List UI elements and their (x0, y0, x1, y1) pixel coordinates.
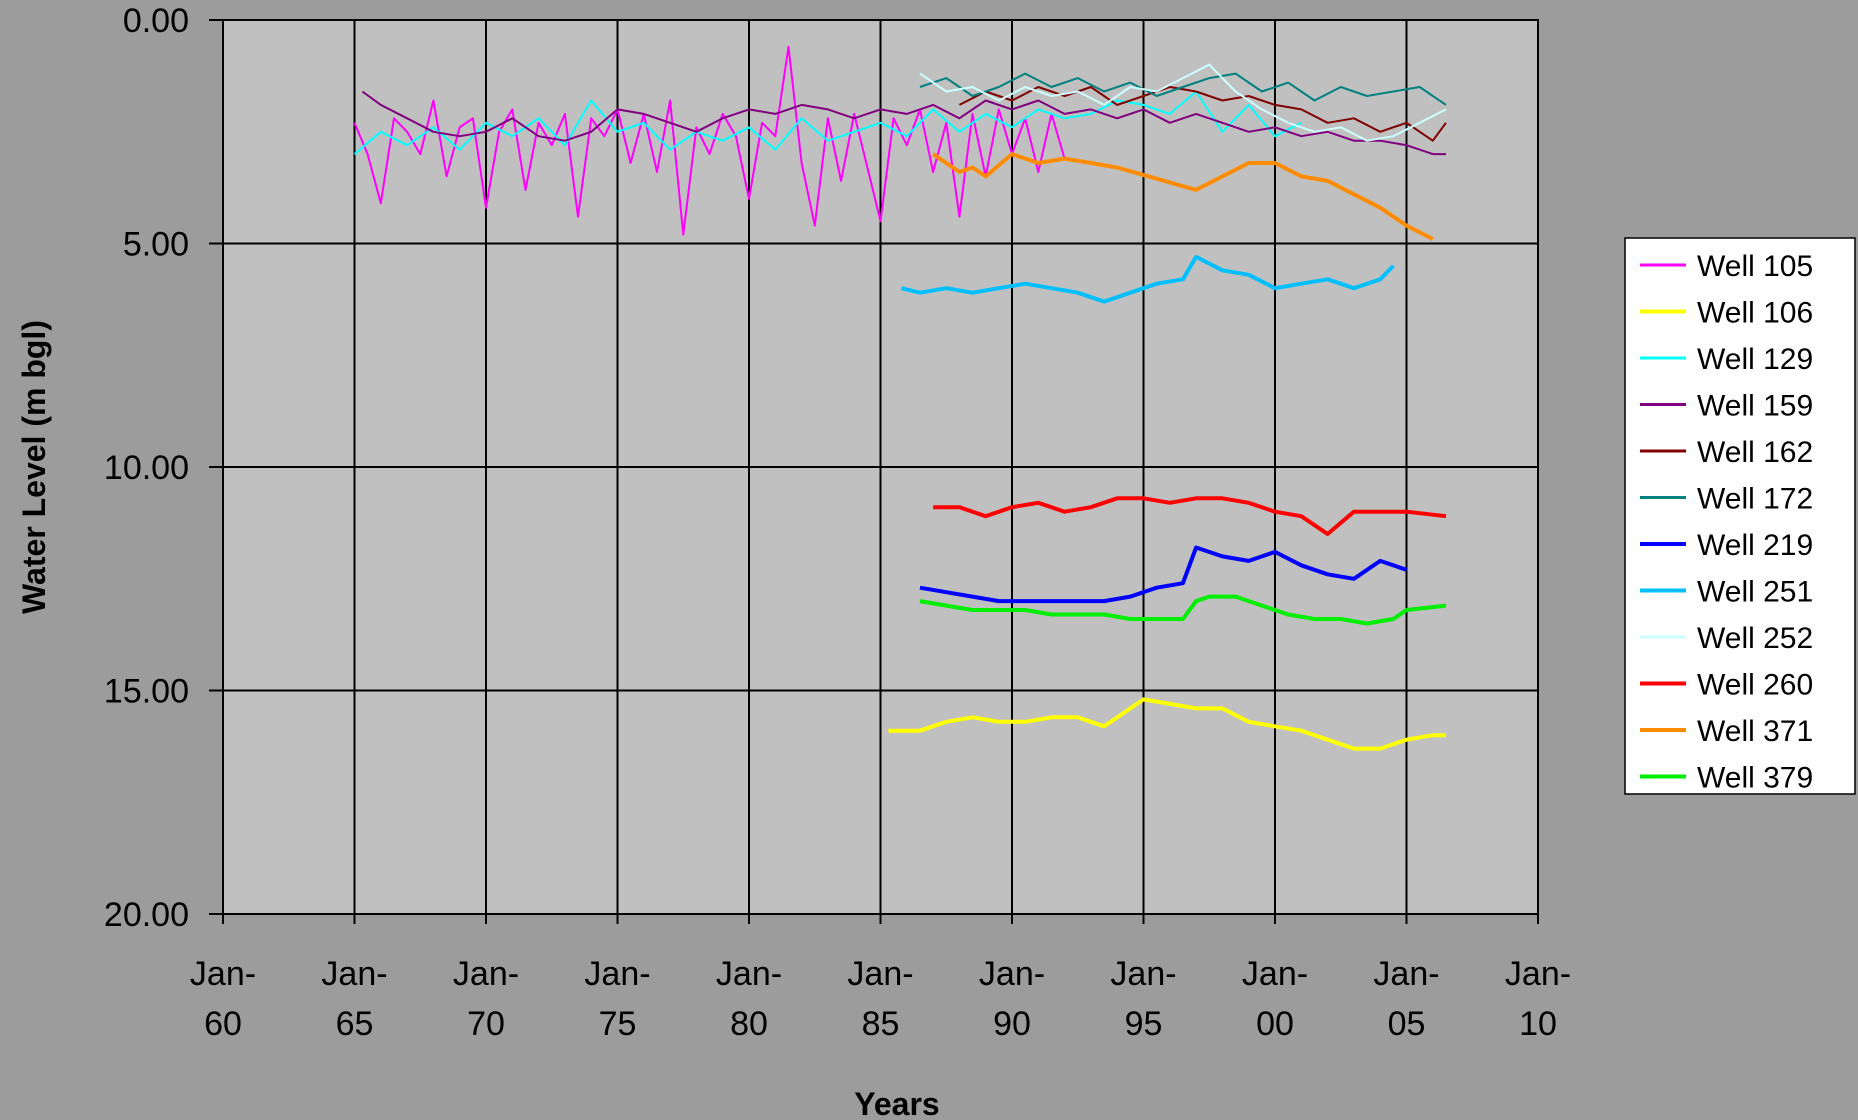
series-line-well-162 (958, 86, 1447, 142)
x-tick-label: Jan-05 (1373, 955, 1439, 1043)
x-tick-label: Jan-95 (1110, 955, 1176, 1043)
x-tick-label: Jan-70 (453, 955, 519, 1043)
y-tick-label: 5.00 (123, 226, 189, 264)
series-line-well-371 (931, 152, 1434, 241)
series-line-well-219 (919, 545, 1408, 604)
series-line-well-129 (353, 90, 1302, 155)
legend-label: Well 162 (1697, 436, 1813, 469)
series-line-well-379 (919, 594, 1447, 626)
legend-label: Well 379 (1697, 762, 1813, 795)
legend-label: Well 252 (1697, 622, 1813, 655)
legend-label: Well 106 (1697, 297, 1813, 330)
legend-label: Well 129 (1697, 343, 1813, 376)
series-line-well-172 (919, 72, 1447, 106)
legend-label: Well 371 (1697, 715, 1813, 748)
legend-label: Well 172 (1697, 483, 1813, 516)
legend-label: Well 105 (1697, 250, 1813, 283)
x-axis-title: Years (854, 1086, 939, 1120)
series-line-well-260 (933, 496, 1447, 536)
y-axis-title: Water Level (m bgl) (16, 320, 52, 614)
legend: Well 105 Well 106 Well 129 Well 159 Well 162… (1624, 237, 1856, 795)
legend-label: Well 260 (1697, 669, 1813, 702)
series-line-well-159 (361, 90, 1446, 156)
x-tick-label: Jan-75 (584, 955, 650, 1043)
series-line-well-252 (919, 63, 1447, 142)
x-tick-label: Jan-65 (321, 955, 387, 1043)
series-line-well-106 (888, 697, 1446, 751)
x-axis: Jan-60 Jan-65 Jan-70 Jan-75 Jan-80 Jan-85 Jan-… (190, 914, 1571, 1043)
series-line-well-251 (901, 254, 1395, 304)
y-tick-label: 20.00 (104, 896, 189, 934)
legend-label: Well 251 (1697, 576, 1813, 609)
y-axis: 0.00 5.00 10.00 15.00 20.00 (104, 2, 223, 934)
x-tick-label: Jan-80 (716, 955, 782, 1043)
legend-box (1624, 237, 1856, 795)
series-layer (353, 45, 1447, 751)
series-line-well-105 (353, 45, 1066, 236)
y-tick-label: 15.00 (104, 673, 189, 711)
legend-label: Well 219 (1697, 529, 1813, 562)
legend-label: Well 159 (1697, 390, 1813, 423)
x-tick-label: Jan-00 (1242, 955, 1308, 1043)
y-tick-label: 0.00 (123, 2, 189, 40)
y-tick-label: 10.00 (104, 449, 189, 487)
x-tick-label: Jan-90 (979, 955, 1045, 1043)
x-tick-label: Jan-60 (190, 955, 256, 1043)
grid-lines (223, 20, 1538, 914)
x-tick-label: Jan-10 (1505, 955, 1571, 1043)
x-tick-label: Jan-85 (847, 955, 913, 1043)
